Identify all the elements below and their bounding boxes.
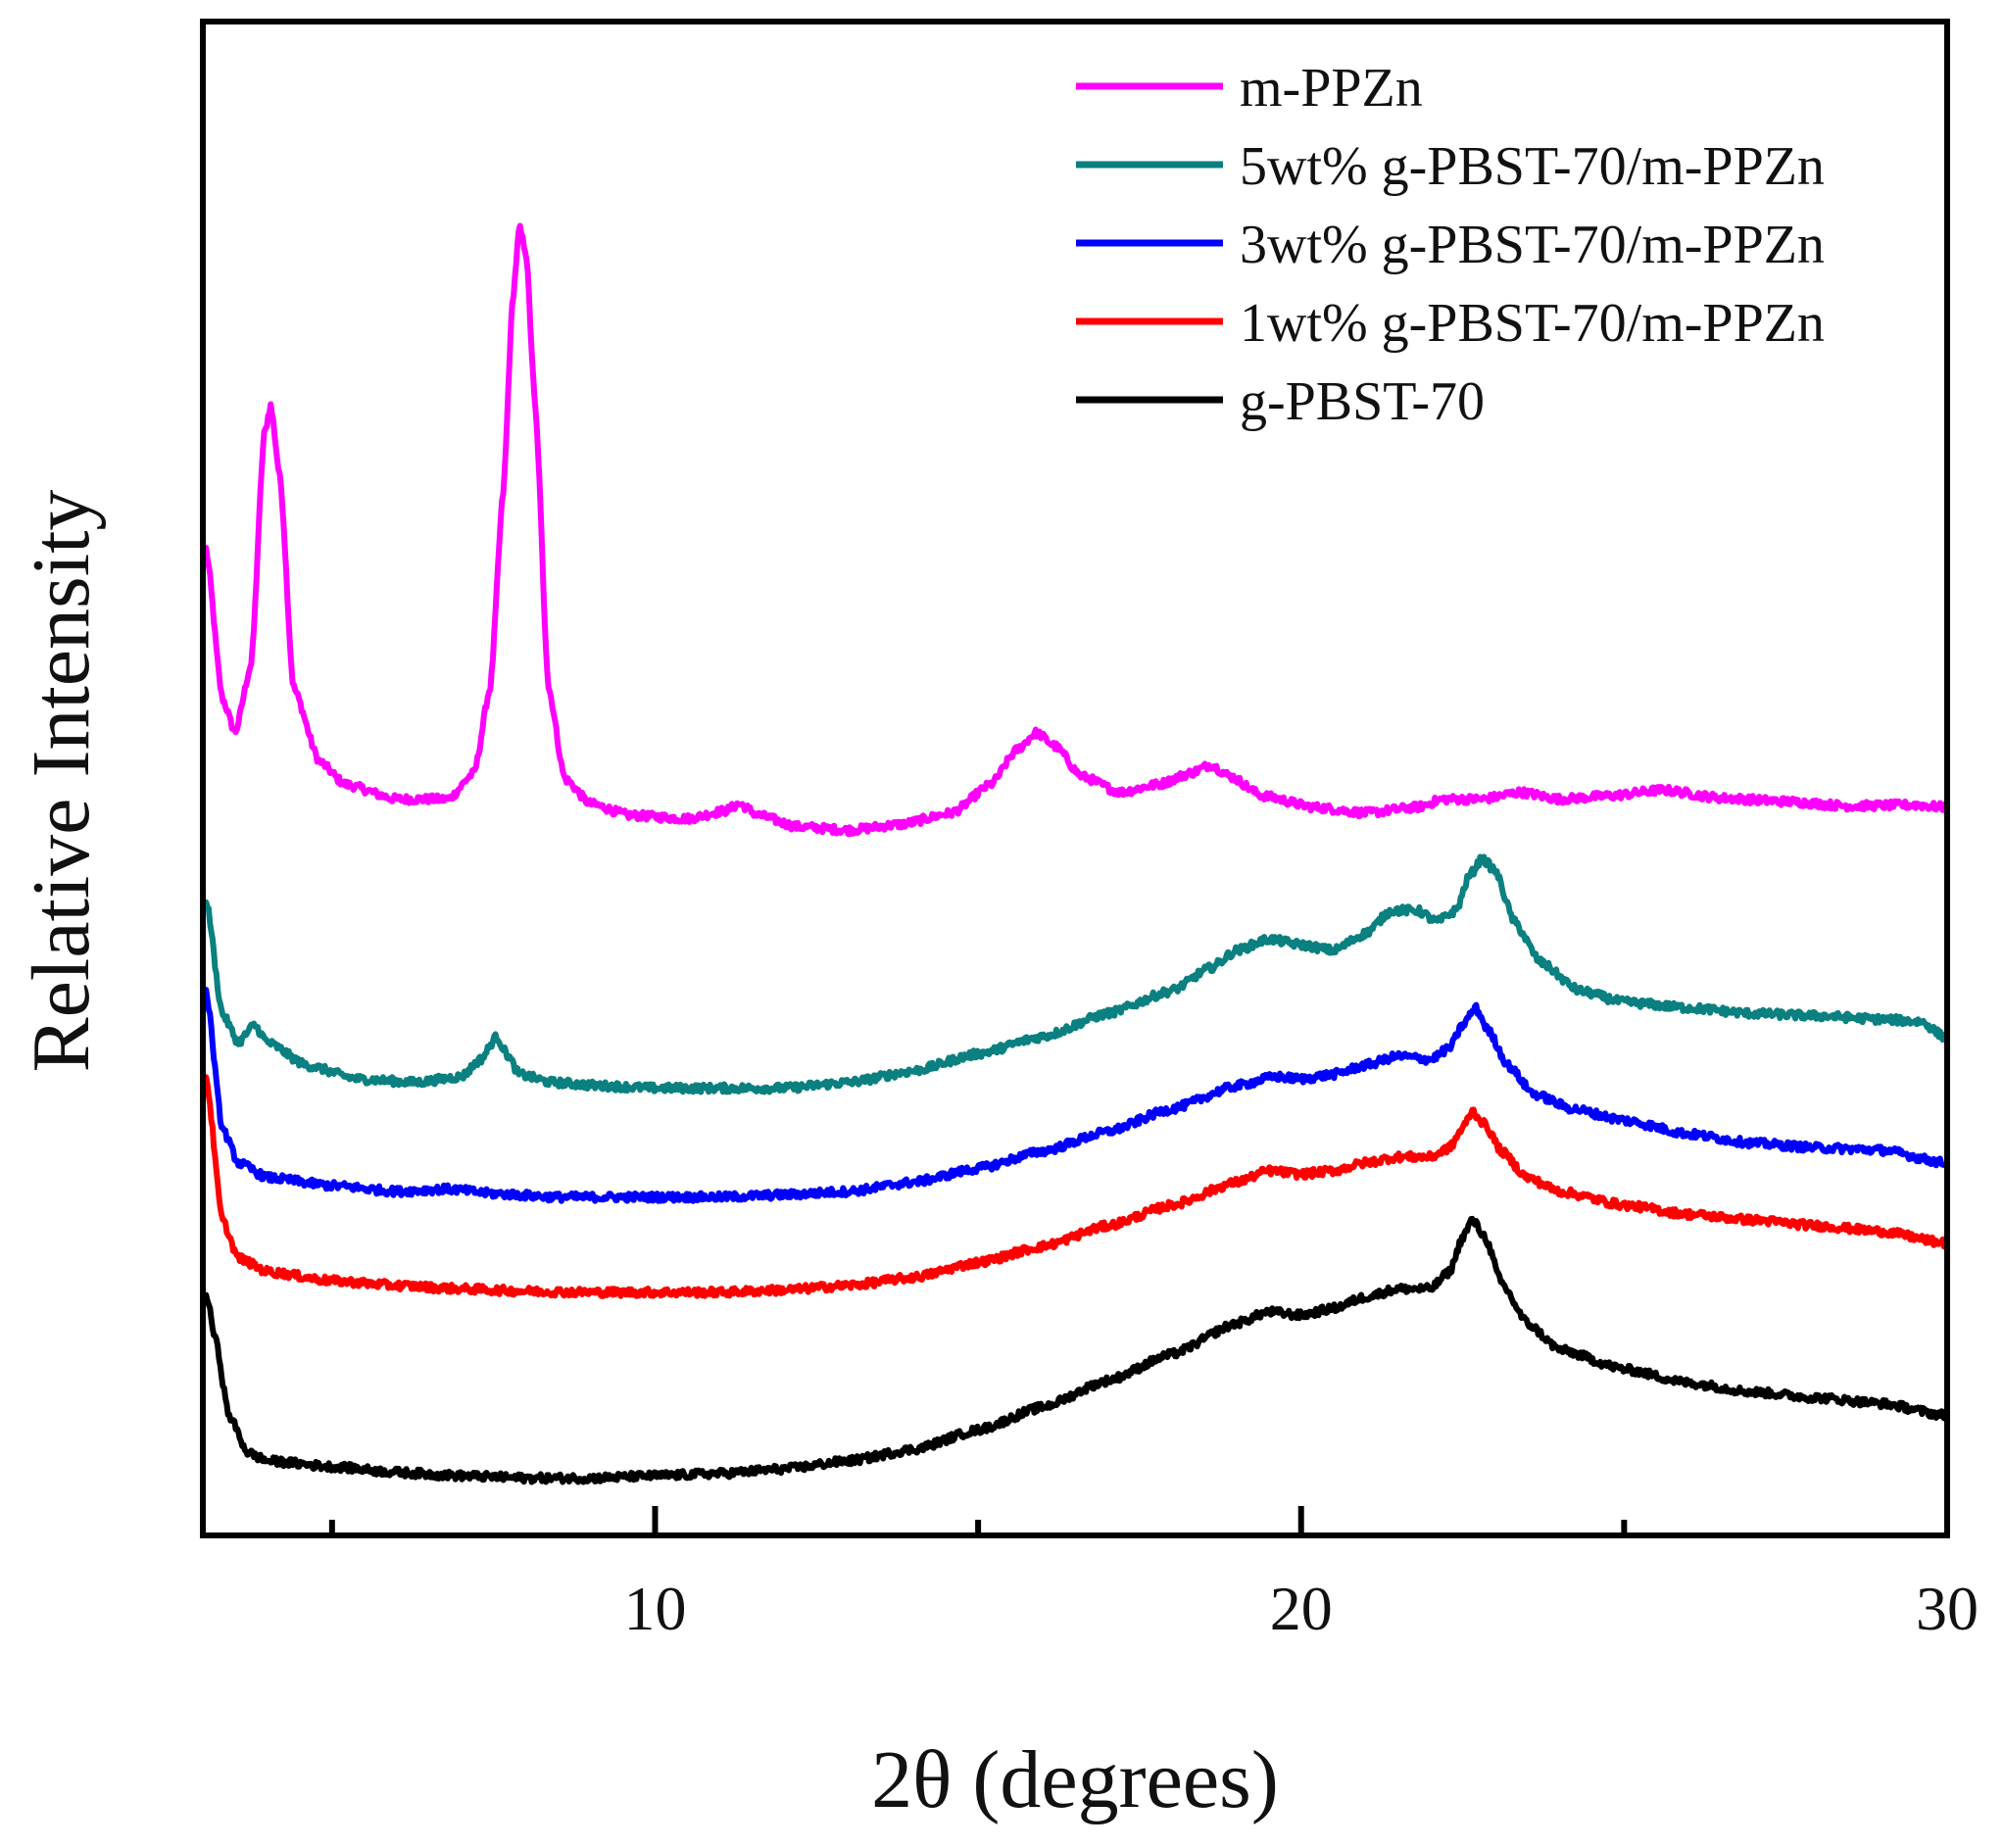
series-line-g-pbst-70 <box>203 1215 1947 1485</box>
legend-label-g-pbst-70: g-PBST-70 <box>1240 371 1485 432</box>
legend-label-3wtpct-g-pbst-70-m-ppzn: 3wt% g-PBST-70/m-PPZn <box>1240 215 1825 275</box>
plot-frame <box>200 19 1950 1538</box>
y-axis-label: Relative Intensity <box>16 490 107 1073</box>
legend: m-PPZn 5wt% g-PBST-70/m-PPZn 3wt% g-PBST-7… <box>1076 58 1825 432</box>
legend-label-m-ppzn: m-PPZn <box>1240 58 1423 119</box>
x-axis-label: 2θ (degrees) <box>871 1734 1279 1825</box>
legend-label-1wtpct-g-pbst-70-m-ppzn: 1wt% g-PBST-70/m-PPZn <box>1240 293 1825 354</box>
x-tick-label-20: 20 <box>1270 1574 1333 1643</box>
ticks-layer: 10 20 30 <box>328 1506 1979 1643</box>
series-line-m-ppzn <box>203 222 1947 838</box>
legend-label-5wtpct-g-pbst-70-m-ppzn: 5wt% g-PBST-70/m-PPZn <box>1240 136 1825 197</box>
series-line-5wtpct-g-pbst-70-m-ppzn <box>203 853 1947 1095</box>
x-tick-label-30: 30 <box>1916 1574 1979 1643</box>
series-line-3wtpct-g-pbst-70-m-ppzn <box>203 987 1947 1204</box>
series-line-1wtpct-g-pbst-70-m-ppzn <box>203 1074 1947 1299</box>
series-layer <box>203 222 1947 1485</box>
x-tick-label-10: 10 <box>623 1574 686 1643</box>
